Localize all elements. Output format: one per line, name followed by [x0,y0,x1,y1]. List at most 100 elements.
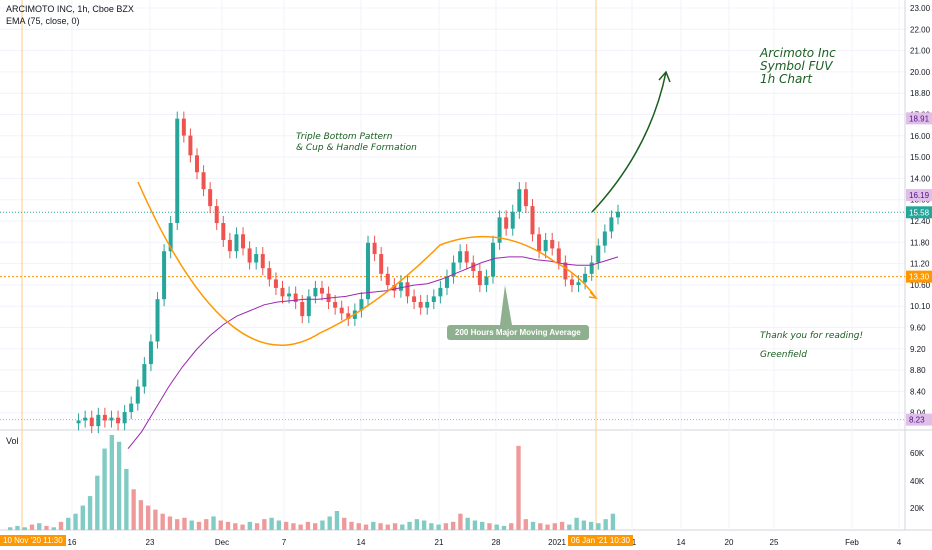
candle-body [464,251,469,263]
projection-arrowhead [658,70,671,83]
price-tick-label: 16.00 [910,132,931,141]
volume-bar [66,517,71,530]
candle-body [596,245,601,263]
volume-bar [465,517,470,530]
volume-bar [392,523,398,530]
volume-bar [472,520,478,530]
price-tick-label: 15.00 [910,153,931,162]
volume-bar [305,521,311,530]
volume-bar [480,521,485,530]
price-tag-label: 13.30 [909,273,930,282]
candle-body [385,273,390,286]
company-name: Arcimoto Inc [760,46,836,60]
candle-body [412,296,417,303]
volume-bar [494,524,499,530]
candle-body [346,313,351,319]
pattern-title-1: Triple Bottom Pattern [296,132,393,142]
volume-bar [109,435,115,530]
volume-bar [363,524,369,530]
candle-body [313,287,318,297]
candle-body [175,118,180,224]
candle-body [477,270,482,286]
candle-body [188,135,193,156]
volume-bar [298,524,303,530]
price-tick-label: 18.80 [910,89,931,98]
candle-body [523,189,528,207]
candle-body [372,242,377,255]
volume-bar [225,521,231,530]
candle-body [602,231,607,246]
volume-bar [233,523,238,530]
volume-bar [8,527,13,530]
candle-body [563,262,568,280]
price-tick-label: 20.00 [910,68,931,77]
symbol-legend[interactable]: ARCIMOTO INC, 1h, Cboe BZX [6,4,134,14]
ema-line [127,256,619,450]
time-tick-label: 20 [725,538,734,547]
price-tick-label: 8.04 [910,409,926,418]
volume-bar [15,525,20,530]
cup-curve [137,181,556,346]
volume-bar [138,500,144,530]
company-symbol: Symbol FUV [760,59,833,73]
volume-bar [538,523,543,530]
volume-bar [421,520,427,530]
candle-body [537,234,542,252]
volume-bar [552,523,557,530]
volume-legend[interactable]: Vol [6,436,19,446]
price-tag [906,206,932,219]
volume-bar [334,511,340,530]
volume-bar [545,524,550,530]
candle-body [333,302,338,308]
volume-bar [530,521,536,530]
candle-body [201,172,206,190]
candle-body [273,279,278,288]
company-timeframe: 1h Chart [760,72,813,86]
volume-bar [182,517,187,530]
candle-body [83,417,88,421]
volume-bar [610,513,616,530]
volume-bar [145,505,151,530]
volume-bar [37,523,42,530]
price-tick-label: 9.20 [910,345,926,354]
price-tag-label: 15.58 [909,208,930,217]
price-tick-label: 12.40 [910,217,931,226]
volume-bar [80,505,85,530]
candle-body [135,386,140,404]
volume-bar [450,521,456,530]
volume-tick-label: 60K [910,449,925,458]
price-tick-label: 21.00 [910,47,931,56]
candle-body [96,414,101,427]
price-tick-label: 23.00 [910,4,931,13]
volume-bar [574,517,579,530]
price-tag-label: 16.19 [909,191,930,200]
candle-body [116,417,121,424]
candle-body [162,251,167,300]
candle-body [293,293,298,303]
candle-body [379,254,384,274]
volume-bar [22,527,27,530]
volume-bar [29,524,35,530]
candle-body [168,223,173,252]
candle-body [155,299,160,342]
volume-bar [516,445,521,530]
candle-body [181,118,186,136]
price-tick-label: 8.80 [910,366,926,375]
price-tick-label: 11.80 [910,238,930,247]
candle-body [234,234,239,252]
candle-body [569,279,574,286]
ema-legend[interactable]: EMA (75, close, 0) [6,16,80,26]
candle-body [76,420,81,424]
candle-body [431,296,436,303]
candle-body [504,217,509,229]
volume-bar [116,441,122,530]
volume-bar [160,513,165,530]
candle-body [339,307,344,314]
candle-body [227,239,232,252]
candle-body [491,242,496,277]
price-tag [906,413,932,426]
candle-body [616,211,620,218]
volume-bar [407,521,412,530]
x-start-label: 10 Nov '20 11:30 [0,535,66,546]
